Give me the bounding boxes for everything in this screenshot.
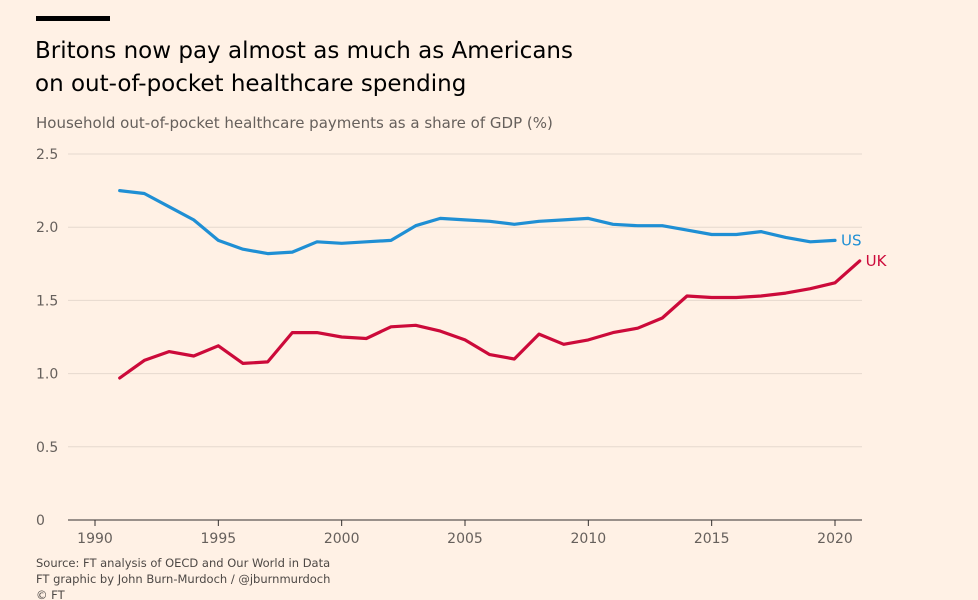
x-tick-label: 2020 [817, 531, 853, 547]
series-line-us [118, 189, 837, 256]
x-tick-label: 2015 [694, 531, 730, 547]
top-rule [36, 16, 110, 21]
y-tick-label: 1.0 [36, 367, 58, 383]
credit-note: FT graphic by John Burn-Murdoch / @jburn… [36, 572, 331, 586]
grid-lines [68, 153, 862, 448]
x-tick-label: 2005 [447, 531, 483, 547]
y-tick-label: 0.5 [36, 440, 58, 456]
y-tick-label: 1.5 [36, 293, 58, 309]
y-tick-label: 0 [36, 513, 45, 529]
chart-footer: Source: FT analysis of OECD and Our Worl… [36, 555, 330, 600]
chart-title-line-2: on out-of-pocket healthcare spending [35, 71, 467, 97]
series-lines [118, 189, 862, 380]
y-tick-label: 2.0 [36, 220, 58, 236]
x-tick-label: 1995 [201, 531, 237, 547]
copyright-note: © FT [36, 588, 65, 600]
x-tick-label: 1990 [77, 531, 113, 547]
series-line-uk [118, 259, 862, 380]
source-note: Source: FT analysis of OECD and Our Worl… [36, 556, 331, 570]
chart-title: Britons now pay almost as much as Americ… [35, 35, 935, 101]
series-label-uk: UK [866, 252, 888, 270]
x-tick-label: 2000 [324, 531, 360, 547]
chart-subtitle: Household out-of-pocket healthcare payme… [36, 114, 553, 132]
series-label-us: US [841, 231, 862, 249]
chart-title-line-1: Britons now pay almost as much as Americ… [35, 38, 573, 64]
y-tick-label: 2.5 [36, 147, 58, 163]
axes: 0 0.5 1.0 1.5 2.0 2.5 1990 1995 2000 2005 2010 2015… [36, 147, 862, 547]
x-tick-label: 2010 [571, 531, 607, 547]
